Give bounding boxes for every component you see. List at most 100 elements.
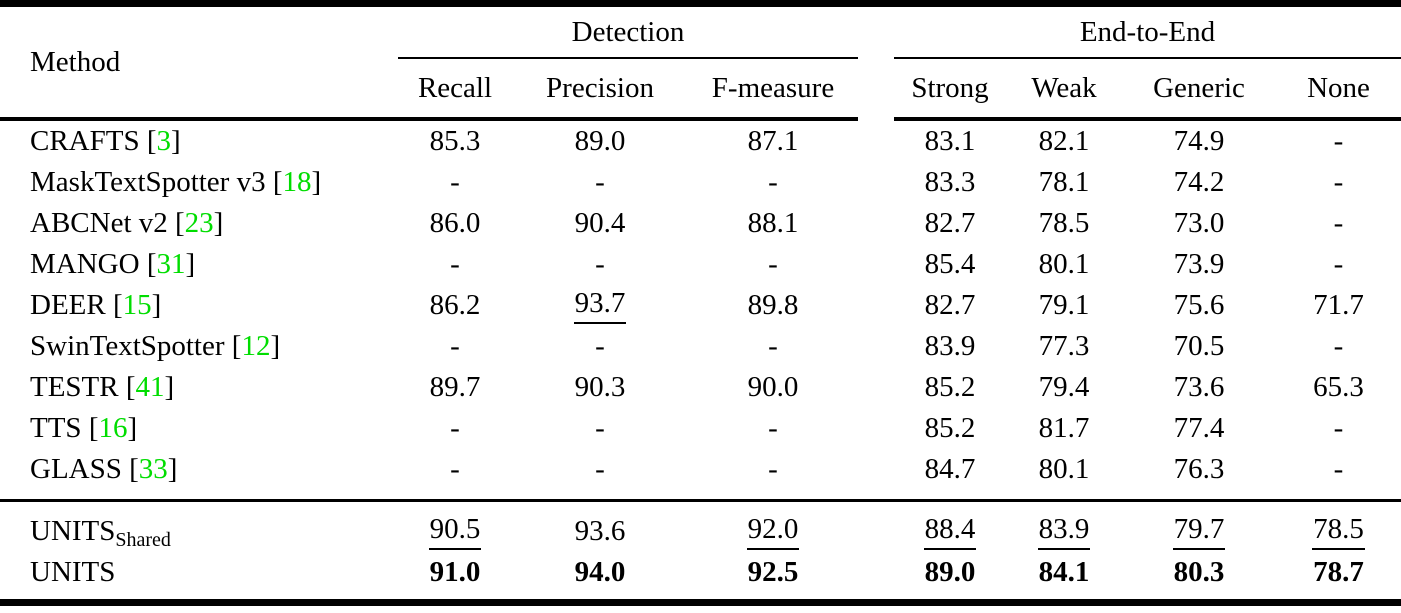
cell-f-measure: 87.1 [688,119,858,162]
cell-f-measure: 90.0 [688,367,858,408]
citation-number[interactable]: 23 [184,207,214,239]
metric-value: 78.1 [1038,166,1090,198]
cell-strong: 84.7 [894,449,1006,501]
citation-link[interactable]: [41] [118,371,175,403]
citation-link[interactable]: [33] [121,453,178,485]
table-row: DEER [15] 86.2 93.7 89.8 82.7 79.1 75.6 71.7 [0,285,1401,326]
metric-value: 90.4 [574,207,626,239]
cell-precision: - [512,408,688,449]
cell-f-measure: - [688,408,858,449]
cell-generic: 79.7 [1122,499,1276,552]
column-gap [858,326,894,367]
column-gap [858,552,894,606]
citation-number[interactable]: 18 [282,166,312,198]
citation-number[interactable]: 16 [98,412,128,444]
cell-precision: 93.7 [512,285,688,326]
cell-recall: 85.3 [398,119,512,162]
table-row: UNITSShared 90.5 93.6 92.0 88.4 83.9 79.7 78.5 [0,499,1401,552]
citation-link[interactable]: [16] [81,412,138,444]
metric-value: - [450,166,460,198]
metric-value: 82.7 [924,289,976,321]
metric-value: - [595,248,605,280]
cell-none: 78.7 [1276,552,1401,606]
citation-number[interactable]: 15 [122,289,152,321]
cell-method: MaskTextSpotter v3 [18] [0,162,398,203]
metric-value: - [1333,125,1344,157]
cell-method: SwinTextSpotter [12] [0,326,398,367]
metric-value: 89.7 [429,371,481,403]
metric-value: 91.0 [429,556,481,588]
metric-value: 83.3 [924,166,976,198]
citation-number[interactable]: 3 [156,125,172,157]
cell-f-measure: 92.0 [688,499,858,552]
citation-link[interactable]: [3] [139,125,181,157]
table-row: SwinTextSpotter [12] - - - 83.9 77.3 70.5 - [0,326,1401,367]
metric-value: 93.7 [573,287,627,324]
metric-value: 71.7 [1313,289,1364,321]
metric-value: 88.4 [923,513,977,550]
cell-precision: - [512,162,688,203]
cell-none: 78.5 [1276,499,1401,552]
cell-strong: 89.0 [894,552,1006,606]
citation-link[interactable]: [31] [139,248,196,280]
cell-recall: - [398,408,512,449]
metric-value: - [450,248,460,280]
metric-value: 74.9 [1173,125,1225,157]
metric-value: 94.0 [574,556,626,588]
cell-f-measure: - [688,244,858,285]
cell-generic: 74.2 [1122,162,1276,203]
cell-recall: - [398,449,512,501]
metric-value: - [595,412,605,444]
cell-none: - [1276,408,1401,449]
metric-value: - [768,453,778,485]
table-row: MaskTextSpotter v3 [18] - - - 83.3 78.1 74.2 - [0,162,1401,203]
metric-value: 86.0 [429,207,481,239]
table-row: TTS [16] - - - 85.2 81.7 77.4 - [0,408,1401,449]
cell-recall: 91.0 [398,552,512,606]
citation-number[interactable]: 33 [138,453,168,485]
metric-value: 80.3 [1173,556,1225,588]
cell-weak: 83.9 [1006,499,1122,552]
cell-generic: 76.3 [1122,449,1276,501]
citation-link[interactable]: [12] [224,330,281,362]
cell-method: DEER [15] [0,285,398,326]
cell-strong: 88.4 [894,499,1006,552]
citation-link[interactable]: [15] [105,289,162,321]
col-group-detection: Detection [398,3,858,59]
metric-value: - [595,453,605,485]
cell-strong: 83.9 [894,326,1006,367]
metric-value: - [1333,412,1344,444]
metric-value: - [595,330,605,362]
col-header-recall: Recall [398,58,512,121]
table-row: TESTR [41] 89.7 90.3 90.0 85.2 79.4 73.6 65.3 [0,367,1401,408]
column-gap [858,162,894,203]
cell-weak: 84.1 [1006,552,1122,606]
metric-value: 93.6 [574,515,626,547]
cell-generic: 77.4 [1122,408,1276,449]
metric-value: 75.6 [1173,289,1225,321]
metric-value: 77.3 [1038,330,1090,362]
citation-number[interactable]: 12 [241,330,271,362]
metric-value: 90.5 [428,513,482,550]
metric-value: - [768,166,778,198]
table-row: ABCNet v2 [23] 86.0 90.4 88.1 82.7 78.5 73.0 - [0,203,1401,244]
citation-number[interactable]: 41 [135,371,165,403]
metric-value: - [768,248,778,280]
method-name: GLASS [30,453,122,485]
cell-strong: 82.7 [894,285,1006,326]
citation-number[interactable]: 31 [156,248,186,280]
metric-value: 77.4 [1173,412,1225,444]
citation-link[interactable]: [18] [265,166,322,198]
metric-value: - [1333,453,1344,485]
cell-none: 65.3 [1276,367,1401,408]
citation-link[interactable]: [23] [167,207,224,239]
cell-f-measure: - [688,162,858,203]
metric-value: 85.2 [924,412,976,444]
metric-value: 89.0 [924,556,976,588]
metric-value: 80.1 [1038,248,1090,280]
metric-value: - [450,330,460,362]
header-group-row: Method Detection End-to-End [0,3,1401,121]
column-gap [858,203,894,244]
column-gap [858,367,894,408]
cell-weak: 78.1 [1006,162,1122,203]
